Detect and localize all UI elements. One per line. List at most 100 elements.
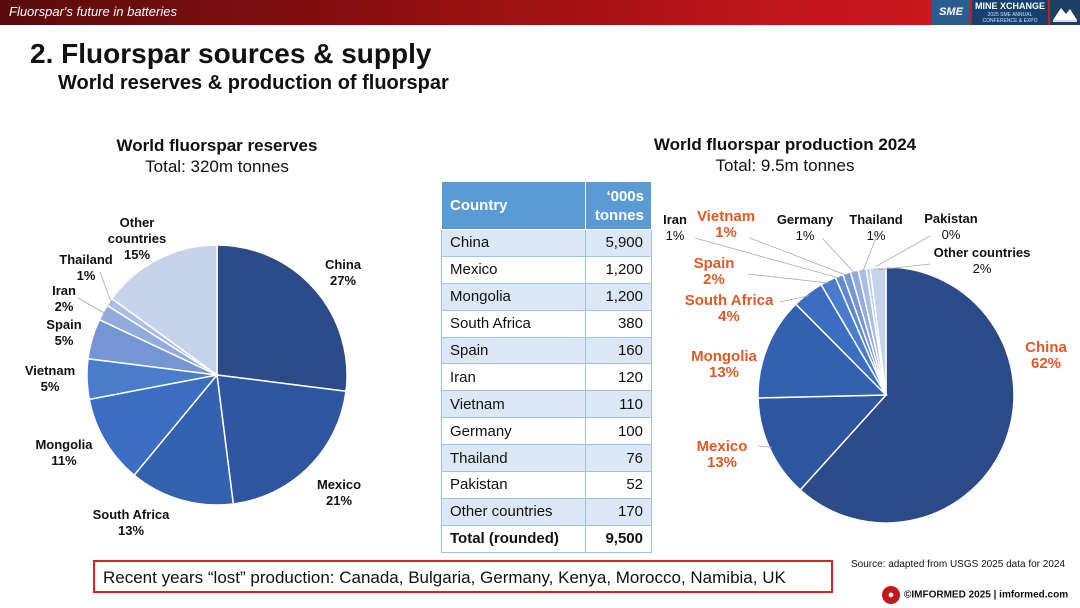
production-pie-chart: China 62%Mexico 13%Mongolia 13%South Africa…: [663, 208, 1067, 524]
table-cell-country: Mongolia: [440, 282, 587, 311]
pie-slice-south-africa: [133, 373, 235, 506]
slice-label-vietnam: Vietnam 1%: [697, 208, 755, 241]
leader-line: [77, 297, 106, 314]
sme-logo: SME: [932, 0, 970, 25]
pie-slice-mongolia: [757, 303, 888, 399]
slice-label-iran: Iran 2%: [52, 283, 76, 314]
leader-line: [99, 271, 112, 304]
table-cell-value: 1,200: [585, 255, 652, 284]
slice-label-line: Mongolia: [35, 437, 93, 452]
reserves-chart-title: World fluorspar reserves: [116, 136, 318, 155]
table-header-tonnes-line1: ‘000s: [606, 187, 644, 205]
slice-label-line: Vietnam: [697, 208, 755, 225]
leader-line: [757, 445, 773, 448]
table-row: Mexico 1,200: [440, 255, 652, 284]
table-cell-country: Spain: [440, 336, 587, 365]
lost-production-note: Recent years “lost” production: Canada, …: [93, 560, 833, 593]
leader-line: [779, 295, 810, 303]
slice-label-line: Other: [120, 215, 155, 230]
source-note: Source: adapted from USGS 2025 data for …: [851, 559, 1066, 570]
minexchange-logo-tagline: 2025 SME ANNUAL CONFERENCE & EXPO: [982, 12, 1038, 24]
slice-label-south-africa: South Africa 13%: [93, 507, 171, 538]
slice-label-line: 1%: [77, 268, 96, 283]
footer-text: ©IMFORMED 2025 | imformed.com: [904, 589, 1069, 601]
slice-label-line: South Africa: [93, 507, 171, 522]
slice-label-line: 21%: [326, 493, 352, 508]
slice-label-line: 1%: [715, 224, 737, 241]
slice-label-vietnam: Vietnam 5%: [25, 363, 75, 394]
slice-label-line: 11%: [51, 453, 77, 468]
table-cell-country: Mexico: [440, 255, 587, 284]
imformed-logo-icon: ●: [882, 586, 900, 604]
pie-slice-china: [799, 266, 1015, 524]
section-title: Fluorspar's future in batteries: [9, 4, 177, 19]
table-total-row: Total (rounded) 9,500: [440, 524, 652, 553]
leader-line: [868, 235, 931, 272]
slice-label-line: 13%: [118, 523, 144, 538]
table-header-tonnes: ‘000s tonnes: [585, 181, 652, 230]
leader-line: [862, 237, 877, 272]
leader-line: [747, 273, 830, 284]
production-chart-subtitle: Total: 9.5m tonnes: [715, 156, 855, 175]
leader-line: [749, 237, 848, 276]
slice-label-line: China: [1025, 339, 1067, 356]
slice-label-line: 62%: [1031, 355, 1061, 372]
table-cell-value: 120: [585, 363, 652, 392]
table-row: China 5,900: [440, 229, 652, 257]
production-table: Country ‘000s tonnes China 5,900 Mexico 1,2…: [440, 181, 652, 553]
slice-label-line: 1%: [796, 228, 815, 243]
slice-label-iran: Iran 1%: [663, 212, 687, 243]
table-header-country: Country: [440, 181, 587, 230]
slice-label-line: 13%: [707, 454, 737, 471]
slice-label-line: 5%: [55, 333, 74, 348]
pie-slice-mongolia: [88, 373, 219, 477]
slice-label-mongolia: Mongolia 13%: [691, 348, 757, 381]
slice-label-line: 2%: [703, 271, 725, 288]
table-cell-country: Other countries: [440, 497, 587, 526]
minexchange-logo-name: MINE XCHANGE: [974, 1, 1045, 11]
table-cell-value: 9,500: [585, 524, 652, 553]
slice-label-line: Mexico: [317, 477, 361, 492]
table-cell-value: 76: [585, 444, 652, 473]
pie-slice-other-countries: [110, 244, 218, 377]
slice-label-line: Mexico: [697, 438, 748, 455]
slice-label-line: 27%: [330, 273, 356, 288]
table-row: Thailand 76: [440, 444, 652, 473]
slice-label-other-countries: Other countries 2%: [934, 245, 1031, 276]
slice-label-china: China 27%: [325, 257, 362, 288]
slice-label-line: 0%: [942, 227, 961, 242]
reserves-chart-subtitle: Total: 320m tonnes: [145, 157, 289, 176]
table-row: South Africa 380: [440, 309, 652, 338]
top-banner: Fluorspar's future in batteries SME MINE…: [0, 0, 1080, 25]
table-header-tonnes-line2: tonnes: [594, 206, 644, 224]
table-cell-country: South Africa: [440, 309, 587, 338]
footer: ● ©IMFORMED 2025 | imformed.com: [882, 586, 1068, 604]
slice-label-line: Spain: [46, 317, 81, 332]
slice-label-line: Thailand: [59, 252, 113, 267]
table-cell-value: 52: [585, 471, 652, 499]
slice-label-line: Mongolia: [691, 348, 757, 365]
table-row: Vietnam 110: [440, 390, 652, 419]
slice-label-thailand: Thailand 1%: [59, 252, 113, 283]
slice-label-thailand: Thailand 1%: [849, 212, 903, 243]
slice-label-line: South Africa: [685, 292, 774, 309]
slice-label-line: Thailand: [849, 212, 903, 227]
table-cell-country: Germany: [440, 417, 587, 446]
slice-label-other-countries: Other countries 15%: [108, 215, 167, 262]
slice-label-line: Iran: [52, 283, 76, 298]
slice-label-pakistan: Pakistan 0%: [924, 211, 978, 242]
slide-title: 2. Fluorspar sources & supply: [30, 38, 432, 69]
slice-label-spain: Spain 2%: [694, 255, 735, 288]
leader-line: [821, 237, 856, 274]
slice-label-line: Vietnam: [25, 363, 75, 378]
slice-label-mexico: Mexico 21%: [317, 477, 361, 508]
leader-line: [694, 237, 841, 279]
slice-label-line: 2%: [973, 261, 992, 276]
slice-label-mexico: Mexico 13%: [697, 438, 748, 471]
reserves-pie-chart: China 27% Mexico 21% South Africa 13% Mongolia…: [25, 215, 362, 538]
pie-slice-mexico: [757, 394, 888, 492]
table-cell-value: 170: [585, 497, 652, 526]
pie-slice-other-countries: [869, 266, 887, 396]
mountain-logo-icon: [1050, 0, 1080, 25]
slice-label-line: China: [325, 257, 362, 272]
